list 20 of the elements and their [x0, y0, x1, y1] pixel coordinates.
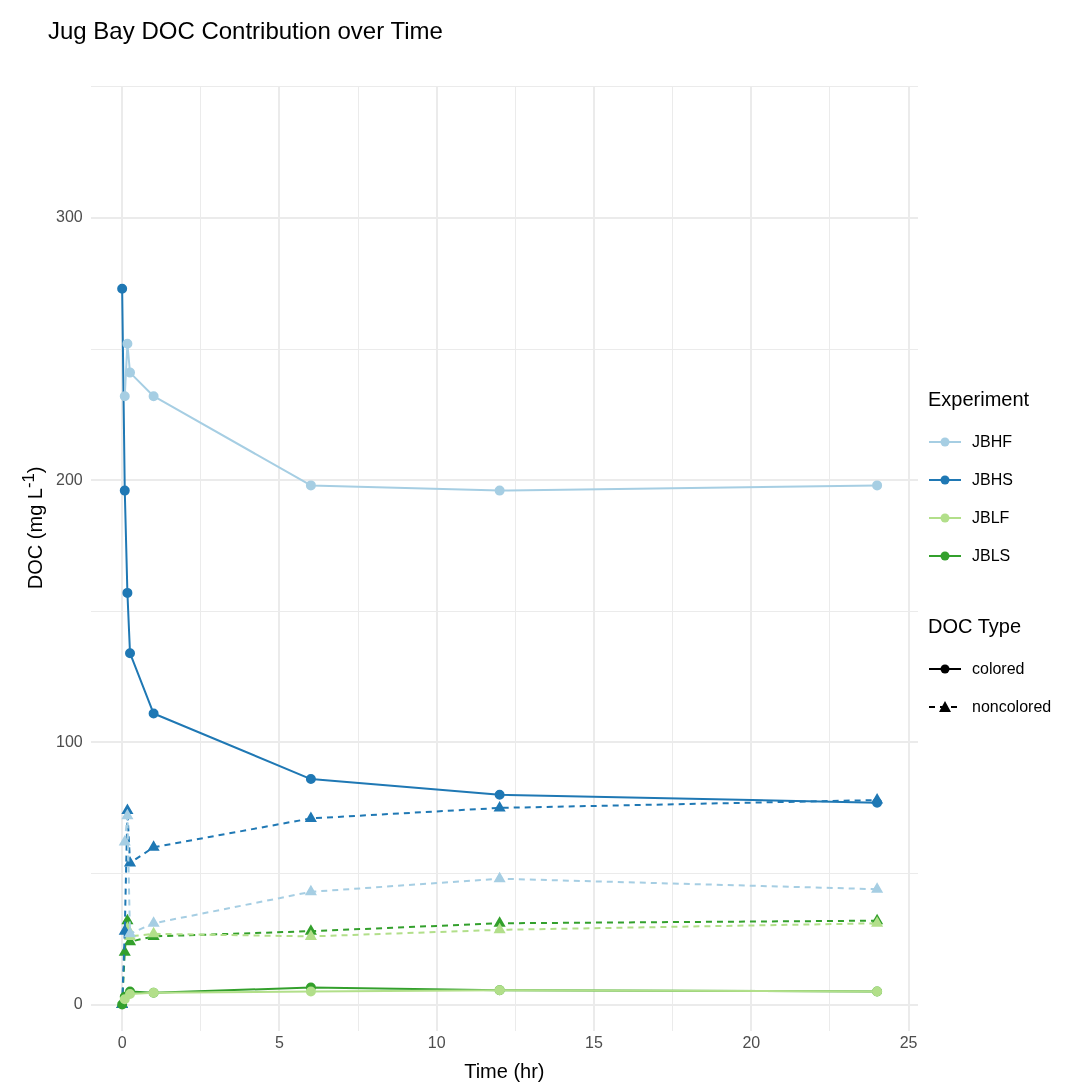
- x-tick-label: 20: [742, 1033, 761, 1051]
- legend-label: JBHS: [971, 470, 1014, 490]
- text: colored: [971, 659, 1026, 679]
- chart-title: Jug Bay DOC Contribution over Time: [48, 17, 443, 45]
- legend-label: JBLS: [971, 546, 1012, 566]
- x-tick-label: 5: [274, 1033, 284, 1051]
- x-tick-label: 25: [899, 1033, 918, 1051]
- text: DOC Type: [928, 615, 1021, 637]
- text: noncolored: [971, 697, 1052, 717]
- y-tick-label: 0: [73, 994, 83, 1012]
- y-tick-label: 300: [55, 208, 83, 226]
- x-axis-title: Time (hr): [464, 1059, 545, 1082]
- legend-label: JBLF: [971, 508, 1011, 528]
- x-tick-label: 10: [427, 1033, 446, 1051]
- legend-label: JBHF: [971, 432, 1013, 452]
- y-tick-label: 100: [55, 732, 83, 750]
- x-tick-label: 15: [585, 1033, 603, 1051]
- x-tick-label: 0: [117, 1033, 127, 1051]
- y-tick-label: 200: [55, 470, 83, 488]
- text: Experiment: [928, 388, 1030, 410]
